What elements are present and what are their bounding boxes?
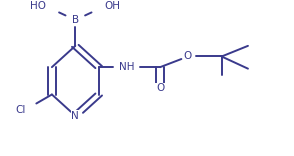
Text: N: N xyxy=(71,111,79,121)
Text: Cl: Cl xyxy=(15,105,26,115)
Text: O: O xyxy=(184,51,192,61)
Text: NH: NH xyxy=(119,62,134,72)
Text: OH: OH xyxy=(105,1,121,11)
Text: HO: HO xyxy=(30,1,46,11)
Text: B: B xyxy=(72,15,79,25)
Text: O: O xyxy=(156,83,164,93)
